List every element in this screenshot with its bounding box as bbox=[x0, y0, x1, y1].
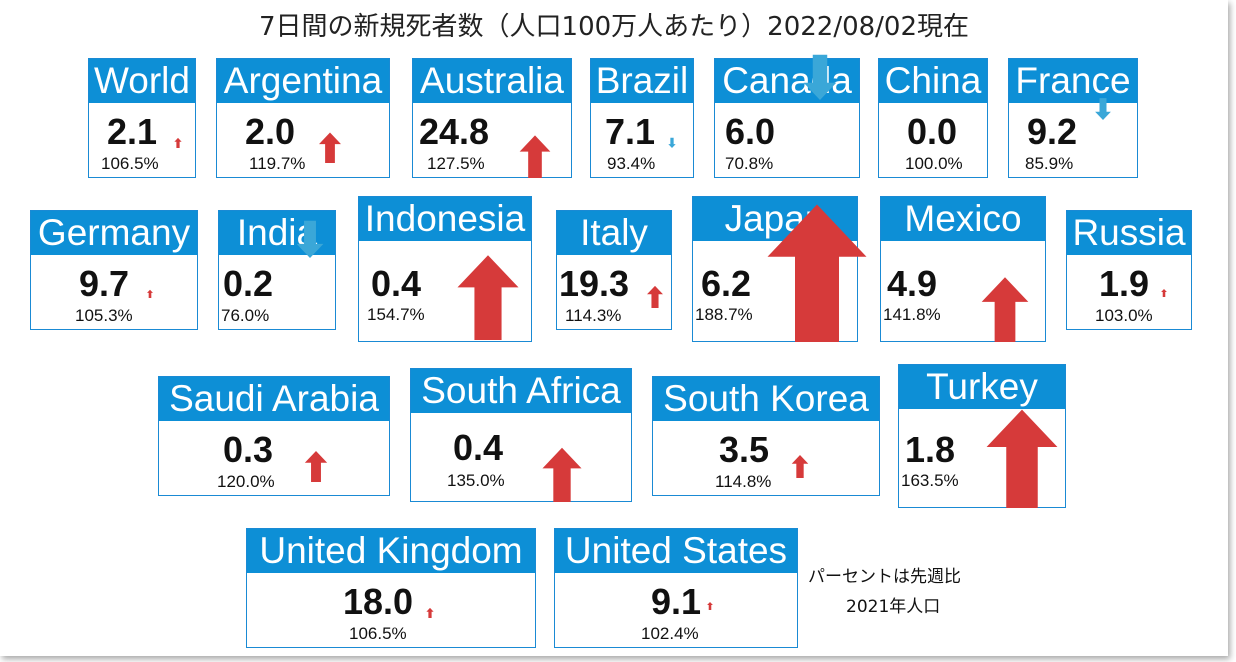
change-percent: 154.7% bbox=[367, 305, 425, 324]
tile-united-kingdom: United Kingdom 18.0 106.5% bbox=[246, 528, 536, 648]
tile-united-states: United States 9.1 102.4% bbox=[554, 528, 798, 648]
death-value: 19.3 bbox=[559, 263, 630, 304]
country-label: Turkey bbox=[899, 365, 1065, 409]
country-label: Argentina bbox=[217, 59, 389, 103]
tile-south-africa: South Africa 0.4 135.0% bbox=[410, 368, 632, 502]
death-value: 0.2 bbox=[223, 263, 274, 304]
change-percent: 141.8% bbox=[883, 305, 941, 324]
tile-world: World 2.1 106.5% bbox=[88, 58, 196, 178]
tile-japan: Japan 6.2 188.7% bbox=[692, 196, 858, 342]
tile-russia: Russia 1.9 103.0% bbox=[1066, 210, 1192, 330]
change-percent: 119.7% bbox=[249, 154, 306, 173]
country-label: Japan bbox=[693, 197, 857, 241]
death-value: 2.0 bbox=[245, 111, 296, 152]
country-label: Italy bbox=[557, 211, 671, 255]
country-label: Canada bbox=[715, 59, 859, 103]
country-label: Russia bbox=[1067, 211, 1191, 255]
death-value: 0.0 bbox=[907, 111, 958, 152]
change-percent: 76.0% bbox=[221, 306, 270, 325]
tile-india: India 0.2 76.0% bbox=[218, 210, 336, 330]
country-label: Mexico bbox=[881, 197, 1045, 241]
country-label: United Kingdom bbox=[247, 529, 535, 573]
death-value: 9.7 bbox=[79, 263, 130, 304]
change-percent: 100.0% bbox=[905, 154, 963, 173]
country-label: Germany bbox=[31, 211, 197, 255]
note-population: 2021年人口 bbox=[846, 597, 941, 617]
change-percent: 106.5% bbox=[101, 154, 159, 173]
tile-south-korea: South Korea 3.5 114.8% bbox=[652, 376, 880, 496]
change-percent: 85.9% bbox=[1025, 154, 1074, 173]
tile-brazil: Brazil 7.1 93.4% bbox=[590, 58, 694, 178]
tile-france: France 9.2 85.9% bbox=[1008, 58, 1138, 178]
country-label: Saudi Arabia bbox=[159, 377, 389, 421]
change-percent: 105.3% bbox=[75, 306, 133, 325]
country-label: China bbox=[879, 59, 987, 103]
death-value: 1.8 bbox=[905, 429, 956, 470]
death-value: 7.1 bbox=[605, 111, 656, 152]
death-value: 0.4 bbox=[453, 427, 504, 468]
country-label: France bbox=[1009, 59, 1137, 103]
change-percent: 70.8% bbox=[725, 154, 774, 173]
death-value: 9.1 bbox=[651, 581, 702, 622]
country-label: India bbox=[219, 211, 335, 255]
country-label: Indonesia bbox=[359, 197, 531, 241]
death-value: 24.8 bbox=[419, 111, 490, 152]
tile-canada: Canada 6.0 70.8% bbox=[714, 58, 860, 178]
tile-indonesia: Indonesia 0.4 154.7% bbox=[358, 196, 532, 342]
tile-italy: Italy 19.3 114.3% bbox=[556, 210, 672, 330]
change-percent: 114.8% bbox=[715, 472, 772, 491]
death-value: 3.5 bbox=[719, 429, 770, 470]
country-label: World bbox=[89, 59, 195, 103]
death-value: 4.9 bbox=[887, 263, 938, 304]
change-percent: 163.5% bbox=[901, 471, 959, 490]
note-percent: パーセントは先週比 bbox=[808, 567, 961, 587]
change-percent: 114.3% bbox=[565, 306, 622, 325]
country-label: United States bbox=[555, 529, 797, 573]
death-value: 9.2 bbox=[1027, 111, 1078, 152]
country-label: Brazil bbox=[591, 59, 693, 103]
country-label: South Korea bbox=[653, 377, 879, 421]
death-value: 6.2 bbox=[701, 263, 752, 304]
death-value: 0.3 bbox=[223, 429, 274, 470]
change-percent: 135.0% bbox=[447, 471, 505, 490]
death-value: 2.1 bbox=[107, 111, 158, 152]
death-value: 1.9 bbox=[1099, 263, 1150, 304]
change-percent: 127.5% bbox=[427, 154, 485, 173]
change-percent: 102.4% bbox=[641, 624, 699, 643]
death-value: 18.0 bbox=[343, 581, 414, 622]
country-label: Australia bbox=[413, 59, 571, 103]
tile-argentina: Argentina 2.0 119.7% bbox=[216, 58, 390, 178]
tile-saudi-arabia: Saudi Arabia 0.3 120.0% bbox=[158, 376, 390, 496]
country-label: South Africa bbox=[411, 369, 631, 413]
change-percent: 120.0% bbox=[217, 472, 275, 491]
tile-germany: Germany 9.7 105.3% bbox=[30, 210, 198, 330]
death-value: 6.0 bbox=[725, 111, 776, 152]
change-percent: 188.7% bbox=[695, 305, 753, 324]
change-percent: 103.0% bbox=[1095, 306, 1153, 325]
tile-mexico: Mexico 4.9 141.8% bbox=[880, 196, 1046, 342]
page-title: 7日間の新規死者数（人口100万人あたり）2022/08/02現在 bbox=[258, 12, 970, 42]
tile-turkey: Turkey 1.8 163.5% bbox=[898, 364, 1066, 508]
death-value: 0.4 bbox=[371, 263, 422, 304]
change-percent: 106.5% bbox=[349, 624, 407, 643]
tile-australia: Australia 24.8 127.5% bbox=[412, 58, 572, 178]
tile-china: China 0.0 100.0% bbox=[878, 58, 988, 178]
change-percent: 93.4% bbox=[607, 154, 656, 173]
